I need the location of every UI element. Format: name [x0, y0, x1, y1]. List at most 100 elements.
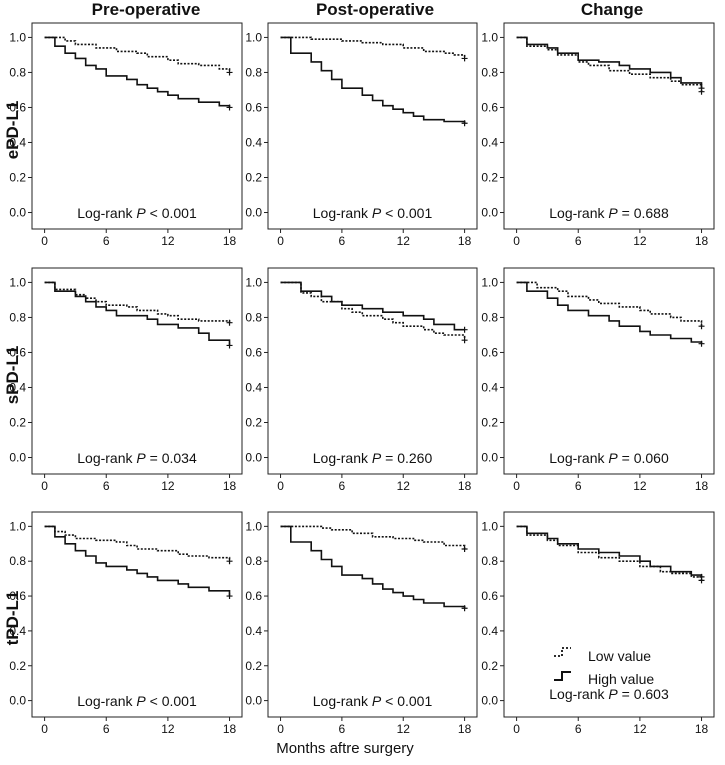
low-value-censor-mark: [461, 546, 468, 553]
x-tick-label: 6: [575, 234, 582, 248]
x-tick-label: 6: [339, 722, 346, 736]
row-label-spd-l1: sPD-L1: [3, 346, 22, 405]
low-value-censor-mark: [698, 323, 705, 330]
x-tick-label: 0: [41, 479, 48, 493]
y-tick-label: 1.0: [9, 30, 26, 44]
logrank-p-symbol: P: [372, 205, 382, 221]
column-title-post-operative: Post-operative: [316, 0, 434, 19]
y-tick-label: 0.6: [481, 589, 498, 603]
y-tick-label: 0.2: [9, 171, 26, 185]
x-tick-label: 12: [397, 234, 411, 248]
y-tick-label: 0.2: [245, 659, 262, 673]
y-tick-label: 1.0: [481, 519, 498, 533]
logrank-label: Log-rank: [313, 693, 372, 709]
row-label-epd-l1: ePD-L1: [3, 101, 22, 160]
panel-spd-l1-pre-operative: 0.0 0.2 0.4 0.6 0.8 1.0 0 6 12 18 Log-rank P = 0.0…: [9, 267, 243, 493]
y-tick-label: 0.6: [481, 100, 498, 114]
low-value-curve: [44, 36, 231, 73]
y-tick-label: 0.6: [481, 345, 498, 359]
x-tick-label: 12: [161, 234, 175, 248]
logrank-p-value: = 0.034: [146, 450, 197, 466]
x-tick-label: 0: [513, 722, 520, 736]
panel-epd-l1-change: 0.0 0.2 0.4 0.6 0.8 1.0 0 6 12 18 Log-rank P = 0.6…: [481, 22, 715, 248]
x-tick-label: 18: [223, 722, 237, 736]
y-tick-label: 0.2: [481, 659, 498, 673]
logrank-p-symbol: P: [608, 686, 618, 702]
y-tick-label: 1.0: [245, 30, 262, 44]
high-value-curve: [516, 281, 703, 344]
titles-layer: Pre-operative Post-operative Change ePD-…: [3, 0, 643, 757]
high-value-curve: [516, 525, 703, 577]
panel-spd-l1-change: 0.0 0.2 0.4 0.6 0.8 1.0 0 6 12 18 Log-rank P = 0.0…: [481, 267, 715, 493]
x-tick-label: 6: [339, 234, 346, 248]
high-value-censor-mark: [226, 593, 233, 600]
logrank-annotation: Log-rank P = 0.060: [549, 450, 669, 466]
high-value-curve: [44, 525, 231, 597]
panel-frame: [267, 267, 478, 475]
x-axis-label: Months aftre surgery: [276, 740, 414, 757]
x-tick-label: 6: [575, 722, 582, 736]
logrank-p-symbol: P: [136, 693, 146, 709]
x-tick-label: 0: [41, 234, 48, 248]
x-tick-label: 12: [161, 722, 175, 736]
y-tick-label: 1.0: [9, 519, 26, 533]
y-tick-label: 0.0: [481, 694, 498, 708]
y-tick-label: 0.2: [481, 416, 498, 430]
panel-tpd-l1-pre-operative: 0.0 0.2 0.4 0.6 0.8 1.0 0 6 12 18 Log-rank P < 0.0…: [9, 511, 243, 736]
high-value-censor-mark: [461, 605, 468, 612]
x-tick-label: 12: [633, 722, 647, 736]
y-tick-label: 0.0: [245, 451, 262, 465]
x-tick-label: 6: [575, 479, 582, 493]
logrank-p-symbol: P: [372, 450, 382, 466]
low-value-curve: [516, 36, 703, 92]
panel-frame: [267, 22, 478, 230]
low-value-censor-mark: [461, 337, 468, 344]
y-tick-label: 0.4: [245, 135, 262, 149]
y-tick-label: 1.0: [9, 275, 26, 289]
low-value-curve: [516, 281, 703, 327]
x-tick-label: 18: [458, 234, 472, 248]
x-tick-label: 0: [277, 722, 284, 736]
high-value-curve: [280, 36, 466, 124]
legend-high-line: [554, 671, 571, 681]
logrank-p-symbol: P: [608, 205, 618, 221]
y-tick-label: 0.2: [9, 416, 26, 430]
y-tick-label: 0.8: [9, 554, 26, 568]
y-tick-label: 0.0: [481, 451, 498, 465]
y-tick-label: 0.8: [9, 310, 26, 324]
logrank-annotation: Log-rank P = 0.603: [549, 686, 669, 702]
x-tick-label: 0: [41, 722, 48, 736]
x-tick-label: 6: [103, 479, 110, 493]
panel-frame: [503, 267, 715, 475]
x-tick-label: 6: [103, 234, 110, 248]
y-tick-label: 0.4: [9, 135, 26, 149]
logrank-label: Log-rank: [77, 205, 136, 221]
panel-epd-l1-pre-operative: 0.0 0.2 0.4 0.6 0.8 1.0 0 6 12 18 Log-rank P < 0.0…: [9, 22, 243, 248]
y-tick-label: 0.0: [9, 451, 26, 465]
panel-epd-l1-post-operative: 0.0 0.2 0.4 0.6 0.8 1.0 0 6 12 18 Log-rank P < 0.0…: [245, 22, 478, 248]
logrank-p-value: = 0.603: [618, 686, 669, 702]
low-value-censor-mark: [226, 319, 233, 326]
y-tick-label: 0.0: [9, 694, 26, 708]
low-value-curve: [280, 36, 466, 59]
logrank-p-value: < 0.001: [146, 693, 197, 709]
y-tick-label: 0.6: [245, 589, 262, 603]
column-title-change: Change: [581, 0, 643, 19]
panels-layer: 0.0 0.2 0.4 0.6 0.8 1.0 0 6 12 18 Log-rank P < 0.0…: [9, 22, 715, 736]
low-value-censor-mark: [461, 55, 468, 62]
panel-frame: [31, 22, 243, 230]
y-tick-label: 0.6: [9, 589, 26, 603]
logrank-p-symbol: P: [136, 205, 146, 221]
logrank-annotation: Log-rank P < 0.001: [313, 205, 433, 221]
x-tick-label: 6: [339, 479, 346, 493]
y-tick-label: 0.4: [481, 624, 498, 638]
high-value-censor-mark: [461, 326, 468, 333]
logrank-annotation: Log-rank P < 0.001: [313, 693, 433, 709]
low-value-curve: [280, 525, 466, 549]
x-tick-label: 12: [397, 722, 411, 736]
y-tick-label: 0.2: [245, 171, 262, 185]
logrank-p-value: = 0.060: [618, 450, 669, 466]
high-value-censor-mark: [698, 340, 705, 347]
logrank-annotation: Log-rank P = 0.034: [77, 450, 197, 466]
